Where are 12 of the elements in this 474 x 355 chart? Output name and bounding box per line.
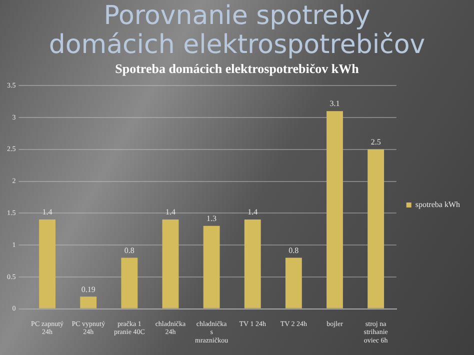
data-label: 0.8	[124, 246, 134, 255]
chart-subtitle: Spotreba domácich elektrospotrebičov kWh	[115, 61, 360, 76]
data-label: 1.3	[206, 214, 217, 223]
legend-label: spotreba kWh	[415, 200, 460, 210]
data-label: 1.4	[165, 208, 176, 217]
data-label: 2.5	[370, 137, 381, 146]
data-label: 3.1	[330, 99, 340, 108]
data-label: 1.4	[42, 208, 52, 217]
data-label: 0.19	[81, 284, 96, 294]
data-label: 1.4	[248, 208, 258, 217]
chart-title: Porovnanie spotreby domácich elektrospotrebičov	[48, 0, 426, 62]
data-label: 0.8	[288, 246, 299, 255]
